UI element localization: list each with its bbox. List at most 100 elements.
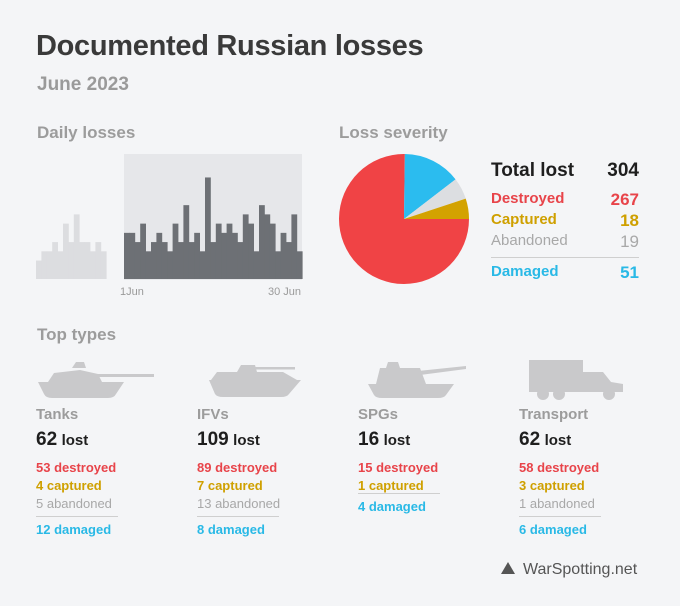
bar-june bbox=[226, 223, 233, 279]
bar-june bbox=[172, 223, 179, 279]
pie-slice-destroyed bbox=[339, 154, 469, 285]
vehicle-divider bbox=[519, 516, 601, 517]
bar-june bbox=[129, 232, 136, 279]
vehicle-card-transport: Transport 62 lost 58 destroyed 3 capture… bbox=[519, 356, 669, 546]
bar-june bbox=[221, 232, 227, 279]
bar-june bbox=[167, 251, 173, 279]
bar-june bbox=[188, 242, 195, 279]
vehicle-abandoned: 1 abandoned bbox=[519, 496, 595, 511]
bar-june bbox=[291, 214, 298, 279]
vehicle-damaged: 12 damaged bbox=[36, 522, 112, 537]
bar-may bbox=[90, 251, 96, 279]
bar-june bbox=[178, 242, 184, 279]
vehicle-divider bbox=[36, 516, 118, 517]
top-types-heading: Top types bbox=[37, 325, 117, 344]
bar-june bbox=[269, 223, 276, 279]
bar-june bbox=[210, 242, 217, 279]
vehicle-captured: 3 captured bbox=[519, 478, 585, 493]
vehicle-lost-number: 62 bbox=[36, 429, 58, 450]
bar-june bbox=[161, 242, 168, 279]
bar-june bbox=[215, 223, 222, 279]
bar-may bbox=[36, 260, 42, 279]
vehicle-destroyed: 89 destroyed bbox=[197, 460, 278, 475]
vehicle-lost-word: lost bbox=[61, 432, 89, 449]
bar-may bbox=[79, 242, 85, 279]
vehicle-lost-number: 62 bbox=[519, 429, 541, 450]
bar-june bbox=[253, 251, 260, 279]
vehicle-captured: 1 captured bbox=[358, 478, 424, 493]
vehicle-damaged: 8 damaged bbox=[197, 522, 265, 537]
bar-june bbox=[194, 232, 200, 279]
bar-june bbox=[280, 232, 287, 279]
severity-divider bbox=[491, 257, 639, 258]
vehicle-lost-total: 109 lost bbox=[197, 429, 260, 451]
vehicle-divider bbox=[358, 493, 440, 494]
bar-june bbox=[286, 242, 292, 279]
vehicle-divider bbox=[197, 516, 279, 517]
abandoned-label: Abandoned bbox=[491, 232, 568, 249]
pie-slice-abandoned bbox=[404, 179, 466, 219]
bar-may bbox=[84, 242, 91, 279]
vehicle-lost-word: lost bbox=[544, 432, 572, 449]
vehicle-abandoned: 13 abandoned bbox=[197, 496, 281, 511]
bar-june bbox=[145, 251, 152, 279]
captured-label: Captured bbox=[491, 211, 557, 228]
bar-may bbox=[63, 223, 69, 279]
vehicle-captured: 4 captured bbox=[36, 478, 102, 493]
spg-icon bbox=[368, 362, 466, 398]
bar-june bbox=[296, 251, 303, 279]
bar-june bbox=[205, 177, 211, 279]
captured-value: 18 bbox=[620, 211, 639, 230]
bar-june bbox=[134, 242, 141, 279]
bar-june bbox=[232, 232, 238, 279]
bar-june bbox=[199, 251, 206, 279]
bar-june bbox=[264, 214, 271, 279]
vehicle-lost-total: 62 lost bbox=[519, 429, 571, 451]
vehicle-card-ifvs: IFVs 109 lost 89 destroyed 7 captured 13… bbox=[197, 356, 347, 546]
vehicle-abandoned: 5 abandoned bbox=[36, 496, 112, 511]
bar-june bbox=[124, 232, 130, 279]
bar-may bbox=[41, 251, 48, 279]
page-title: Documented Russian losses bbox=[36, 30, 424, 62]
vehicle-destroyed: 15 destroyed bbox=[358, 460, 439, 475]
page-subtitle: June 2023 bbox=[37, 74, 129, 95]
tick-label-end: 30 Jun bbox=[268, 286, 301, 298]
ifv-icon bbox=[209, 365, 301, 397]
vehicle-lost-number: 16 bbox=[358, 429, 380, 450]
vehicle-destroyed: 53 destroyed bbox=[36, 460, 117, 475]
pie-slice-captured bbox=[404, 198, 469, 219]
vehicle-name: SPGs bbox=[358, 406, 399, 423]
bar-june bbox=[275, 251, 281, 279]
bar-june bbox=[242, 214, 249, 279]
bar-june bbox=[151, 242, 157, 279]
bar-may bbox=[46, 251, 53, 279]
tank-icon bbox=[38, 362, 154, 398]
bar-may bbox=[100, 251, 107, 279]
source-credit: WarSpotting.net bbox=[501, 561, 637, 579]
triangle-logo-icon bbox=[501, 562, 515, 574]
bar-june bbox=[248, 223, 254, 279]
loss-severity-pie bbox=[339, 154, 469, 285]
total-lost-label: Total lost bbox=[491, 160, 575, 181]
vehicle-lost-number: 109 bbox=[197, 429, 229, 450]
pie-slice-damaged bbox=[404, 154, 456, 219]
vehicle-captured: 7 captured bbox=[197, 478, 263, 493]
damaged-value: 51 bbox=[620, 263, 639, 282]
vehicle-card-spgs: SPGs 16 lost 15 destroyed 1 captured 4 d… bbox=[358, 356, 508, 546]
bar-june bbox=[259, 205, 265, 279]
bar-may bbox=[73, 214, 80, 279]
damaged-label: Damaged bbox=[491, 263, 559, 280]
vehicle-damaged: 4 damaged bbox=[358, 499, 426, 514]
vehicle-name: Transport bbox=[519, 406, 589, 423]
vehicle-destroyed: 58 destroyed bbox=[519, 460, 600, 475]
bar-june bbox=[156, 232, 163, 279]
tick-label-start: 1Jun bbox=[120, 286, 144, 298]
vehicle-lost-word: lost bbox=[383, 432, 411, 449]
destroyed-value: 267 bbox=[610, 190, 639, 209]
vehicle-lost-word: lost bbox=[233, 432, 260, 449]
vehicle-card-tanks: Tanks 62 lost 53 destroyed 4 captured 5 … bbox=[36, 356, 186, 546]
bar-may bbox=[68, 242, 75, 279]
bar-june bbox=[140, 223, 146, 279]
bar-may bbox=[52, 242, 58, 279]
destroyed-label: Destroyed bbox=[491, 190, 565, 207]
